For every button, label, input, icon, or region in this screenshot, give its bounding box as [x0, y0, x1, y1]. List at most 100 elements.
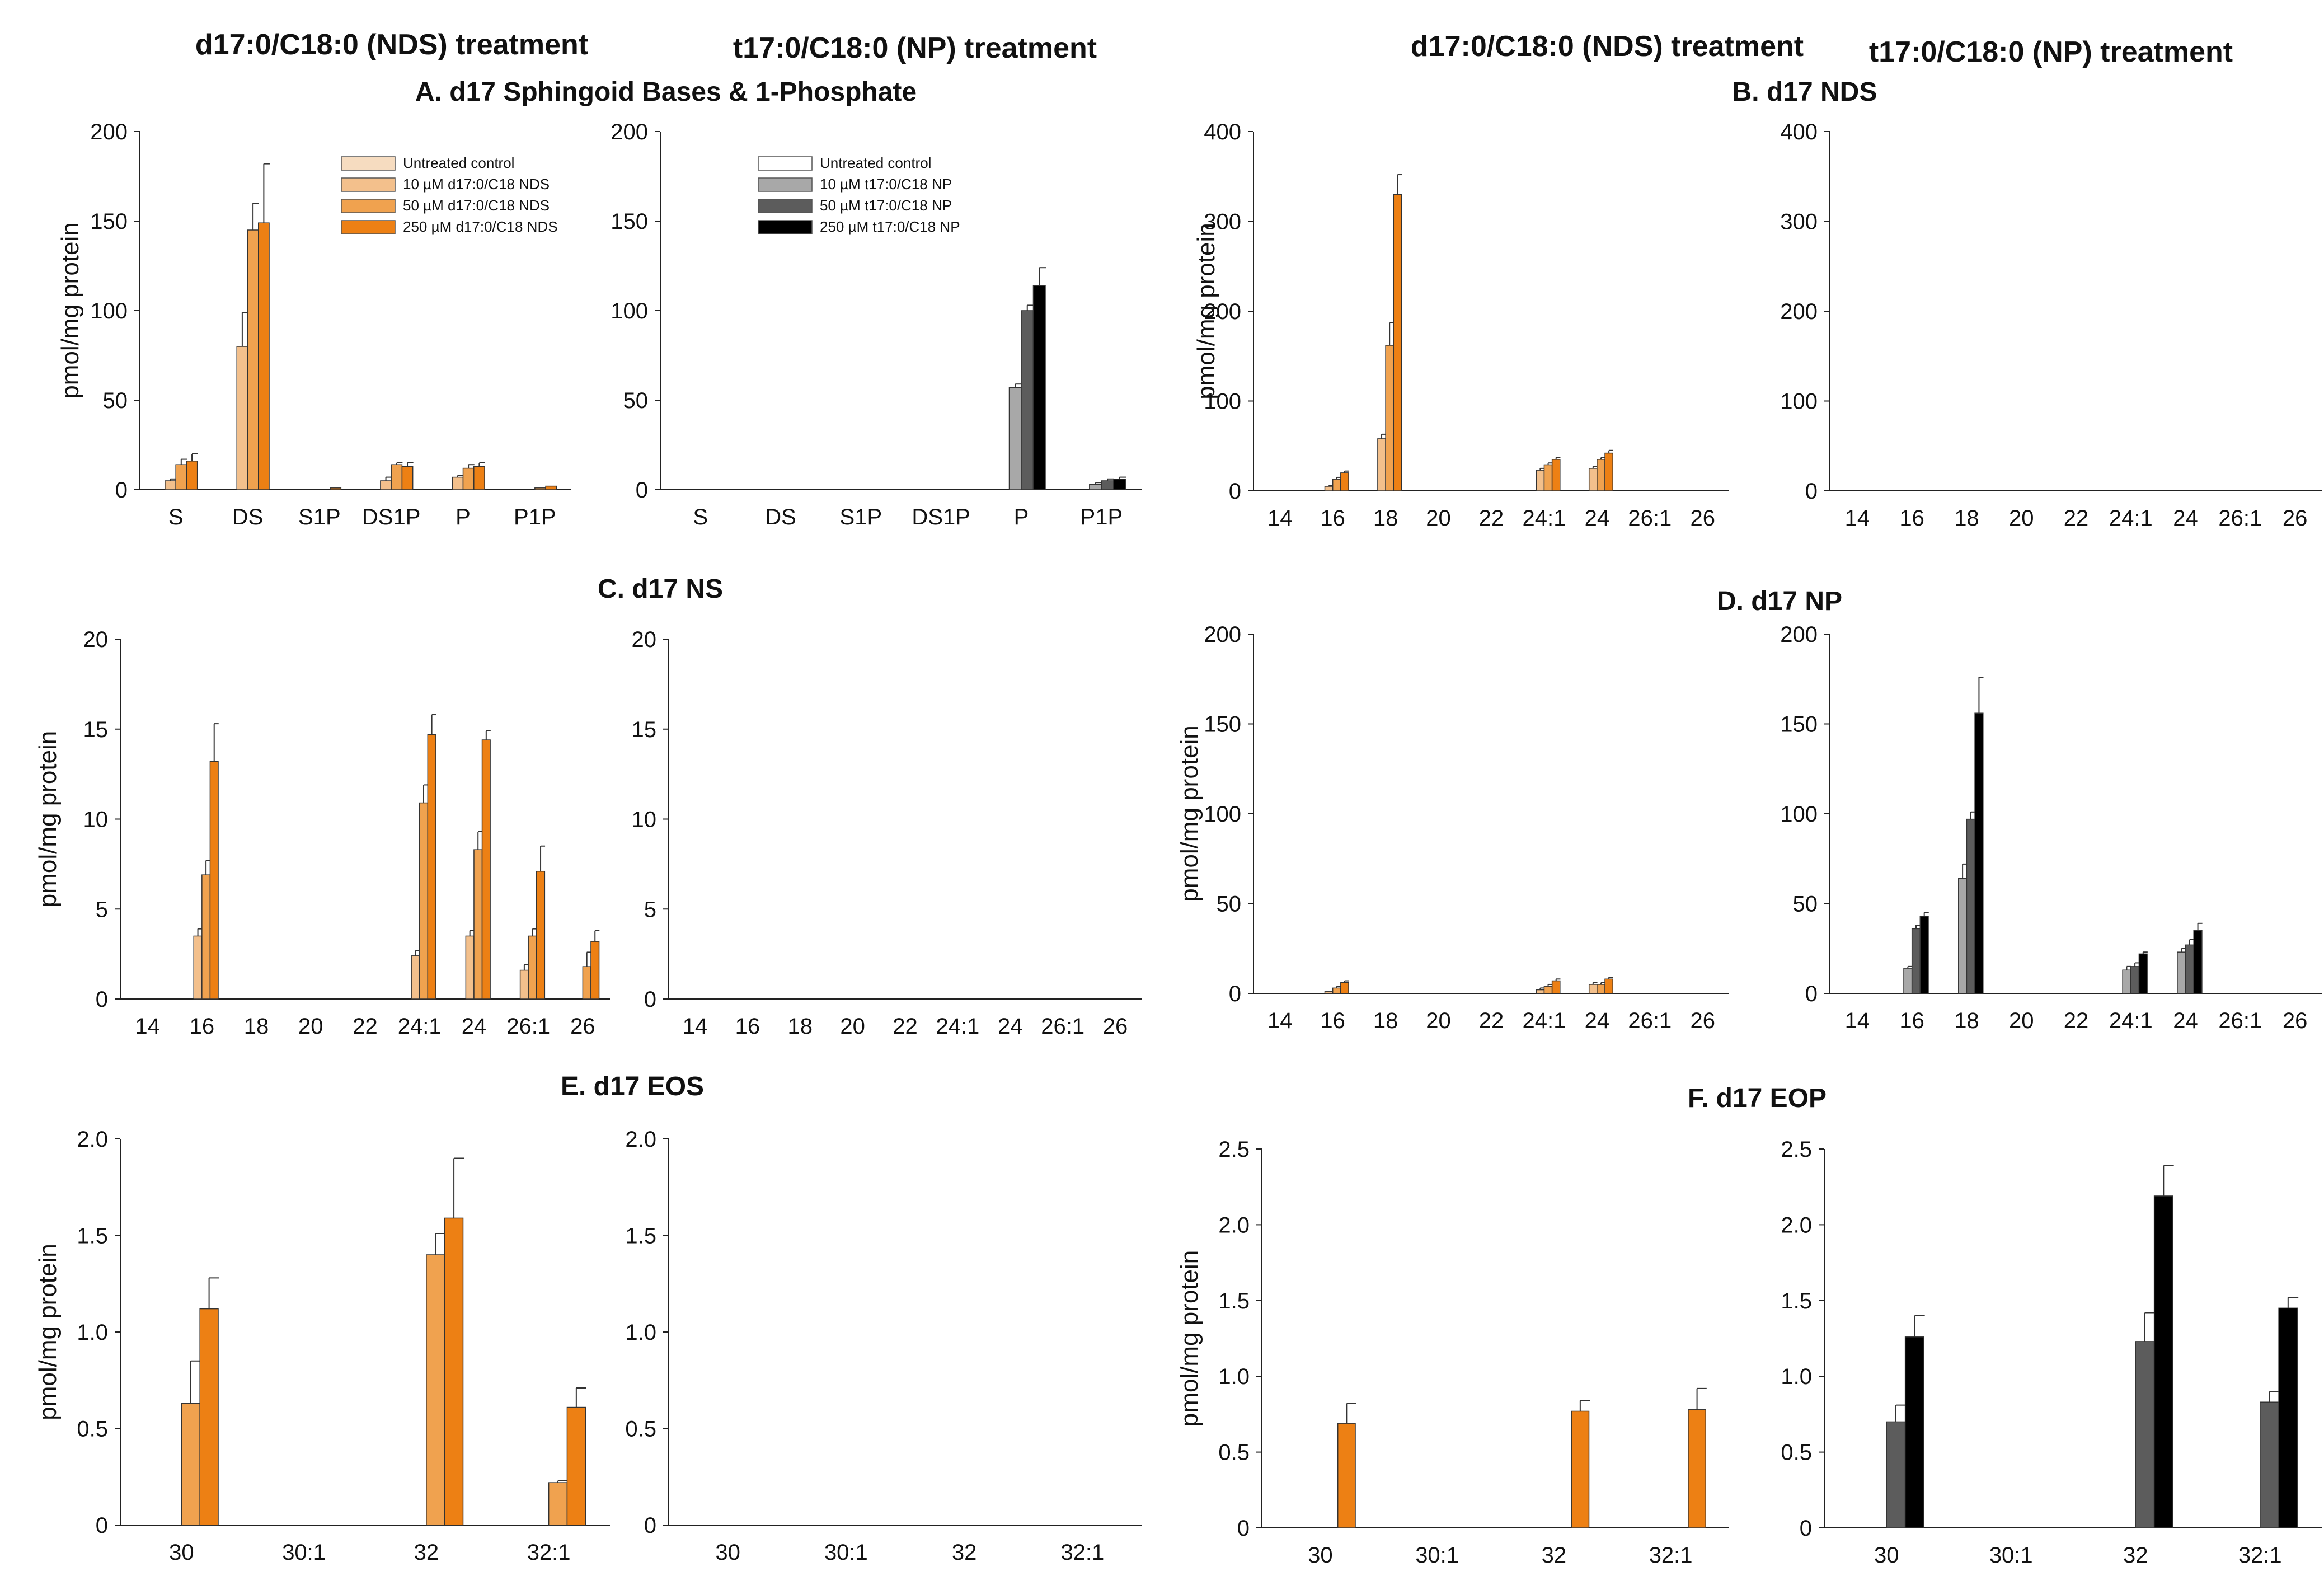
x-tick-label: 16 — [735, 1014, 760, 1039]
header-np-left: t17:0/C18:0 (NP) treatment — [733, 32, 1097, 64]
y-tick-label: 100 — [1780, 802, 1818, 827]
y-tick-label: 0.5 — [625, 1417, 656, 1442]
y-tick-label: 400 — [1780, 120, 1818, 144]
chart-title-a: A. d17 Sphingoid Bases & 1-Phosphate — [415, 77, 917, 107]
bar — [419, 802, 429, 1000]
y-tick-label: 1.0 — [77, 1320, 108, 1345]
bar — [1332, 479, 1341, 491]
header-np-right: t17:0/C18:0 (NP) treatment — [1869, 36, 2233, 68]
x-tick-label: 30 — [169, 1540, 194, 1565]
x-tick-label: 24:1 — [398, 1014, 442, 1039]
bar — [1536, 989, 1545, 994]
chart-title-f: F. d17 EOP — [1688, 1084, 1827, 1113]
bar — [1551, 980, 1561, 994]
x-tick-label: 32 — [414, 1540, 439, 1565]
bar — [1597, 459, 1605, 491]
y-tick-label: 0 — [1229, 479, 1241, 504]
y-tick-label: 50 — [623, 388, 649, 413]
bar — [528, 935, 537, 1000]
legend-label: 10 µM d17:0/C18 NDS — [403, 176, 550, 193]
bar — [536, 870, 546, 1000]
y-tick-label: 2.5 — [1218, 1137, 1250, 1162]
bar — [380, 480, 392, 490]
bar — [1340, 472, 1349, 491]
x-tick-label: S1P — [840, 505, 882, 529]
y-tick-label: 50 — [1217, 892, 1242, 917]
x-tick-label: 18 — [787, 1014, 813, 1039]
plot-f-np: 0 0.5 1.0 1.5 2.0 2.5 30 30:1 32 32:1 — [1781, 1137, 2322, 1568]
x-tick-label: 18 — [1373, 506, 1398, 531]
bar — [401, 466, 414, 490]
chart-title-c: C. d17 NS — [598, 574, 723, 604]
y-tick-label: 2.0 — [1218, 1213, 1250, 1237]
x-tick-label: 24:1 — [2109, 506, 2153, 531]
y-tick-label: 0 — [636, 478, 648, 503]
x-tick-label: 24:1 — [1523, 1009, 1566, 1033]
bar — [426, 1254, 445, 1526]
y-tick-label: 2.0 — [77, 1127, 108, 1152]
x-tick-label: 22 — [2064, 506, 2089, 531]
legend-label: 50 µM d17:0/C18 NDS — [403, 197, 550, 214]
y-tick-label: 0 — [1237, 1516, 1250, 1541]
y-tick-label: 150 — [611, 209, 648, 234]
legend-np: Untreated control 10 µM t17:0/C18 NP 50 µM… — [758, 154, 960, 235]
bar — [1588, 468, 1598, 491]
x-tick-label: 24 — [462, 1014, 487, 1039]
y-tick-label: 0.5 — [1218, 1441, 1250, 1465]
y-tick-label: 1.0 — [625, 1320, 656, 1345]
x-tick-label: S1P — [298, 505, 341, 529]
bar — [1966, 818, 1975, 994]
bar — [1588, 984, 1598, 994]
x-tick-label: 24:1 — [936, 1014, 979, 1039]
bar — [2130, 966, 2140, 994]
bar — [1688, 1409, 1706, 1528]
y-tick-label: 400 — [1204, 120, 1241, 144]
y-tick-label: 10 — [83, 808, 109, 832]
bar — [1958, 878, 1968, 994]
x-tick-label: 26 — [1103, 1014, 1128, 1039]
y-tick-label: 100 — [1204, 802, 1241, 827]
bar — [1886, 1421, 1906, 1528]
y-tick-label: 200 — [1780, 622, 1818, 647]
y-tick-label: 10 — [632, 808, 657, 832]
y-tick-label: 0 — [1800, 1516, 1812, 1541]
bar — [2185, 944, 2194, 994]
bar — [427, 734, 436, 1000]
x-tick-label: DS — [765, 505, 796, 529]
x-tick-label: 14 — [1267, 506, 1293, 531]
bar — [473, 466, 485, 490]
y-tick-label: 20 — [632, 627, 657, 652]
y-tick-label: 0 — [115, 478, 128, 503]
y-tick-label: 0 — [1805, 479, 1818, 504]
bar — [1377, 438, 1386, 491]
x-tick-label: 30 — [715, 1540, 740, 1565]
x-tick-label: 22 — [1479, 1009, 1504, 1033]
bar — [590, 941, 600, 1000]
plot-c-nds: 0 5 10 15 20 14 16 18 20 22 24:1 24 26:1 26 — [83, 627, 610, 1039]
y-tick-label: 15 — [83, 717, 109, 742]
x-tick-label: 26:1 — [1041, 1014, 1084, 1039]
y-tick-label: 200 — [90, 120, 128, 144]
legend-label: Untreated control — [403, 154, 514, 171]
legend-swatch — [758, 199, 813, 213]
legend-label: 250 µM t17:0/C18 NP — [820, 218, 960, 235]
y-tick-label: 5 — [96, 897, 108, 922]
bar — [199, 1308, 219, 1526]
x-tick-label: 22 — [2064, 1009, 2089, 1033]
y-tick-label: 20 — [83, 627, 109, 652]
legend-swatch — [758, 220, 813, 234]
chart-title-b: B. d17 NDS — [1733, 77, 1877, 107]
bar — [165, 480, 176, 490]
y-tick-label: 200 — [611, 120, 648, 144]
x-tick-label: 30:1 — [824, 1540, 868, 1565]
x-tick-label: 18 — [1373, 1009, 1398, 1033]
x-tick-label: 24:1 — [2109, 1009, 2153, 1033]
x-tick-label: 16 — [1320, 1009, 1345, 1033]
y-tick-label: 1.5 — [77, 1224, 108, 1249]
x-tick-label: DS1P — [912, 505, 970, 529]
x-tick-label: 24 — [2173, 506, 2198, 531]
x-tick-label: 32:1 — [1060, 1540, 1104, 1565]
y-tick-label: 0.5 — [1781, 1441, 1812, 1465]
y-axis-label-a: pmol/mg protein — [57, 222, 84, 398]
x-tick-label: 32:1 — [527, 1540, 571, 1565]
